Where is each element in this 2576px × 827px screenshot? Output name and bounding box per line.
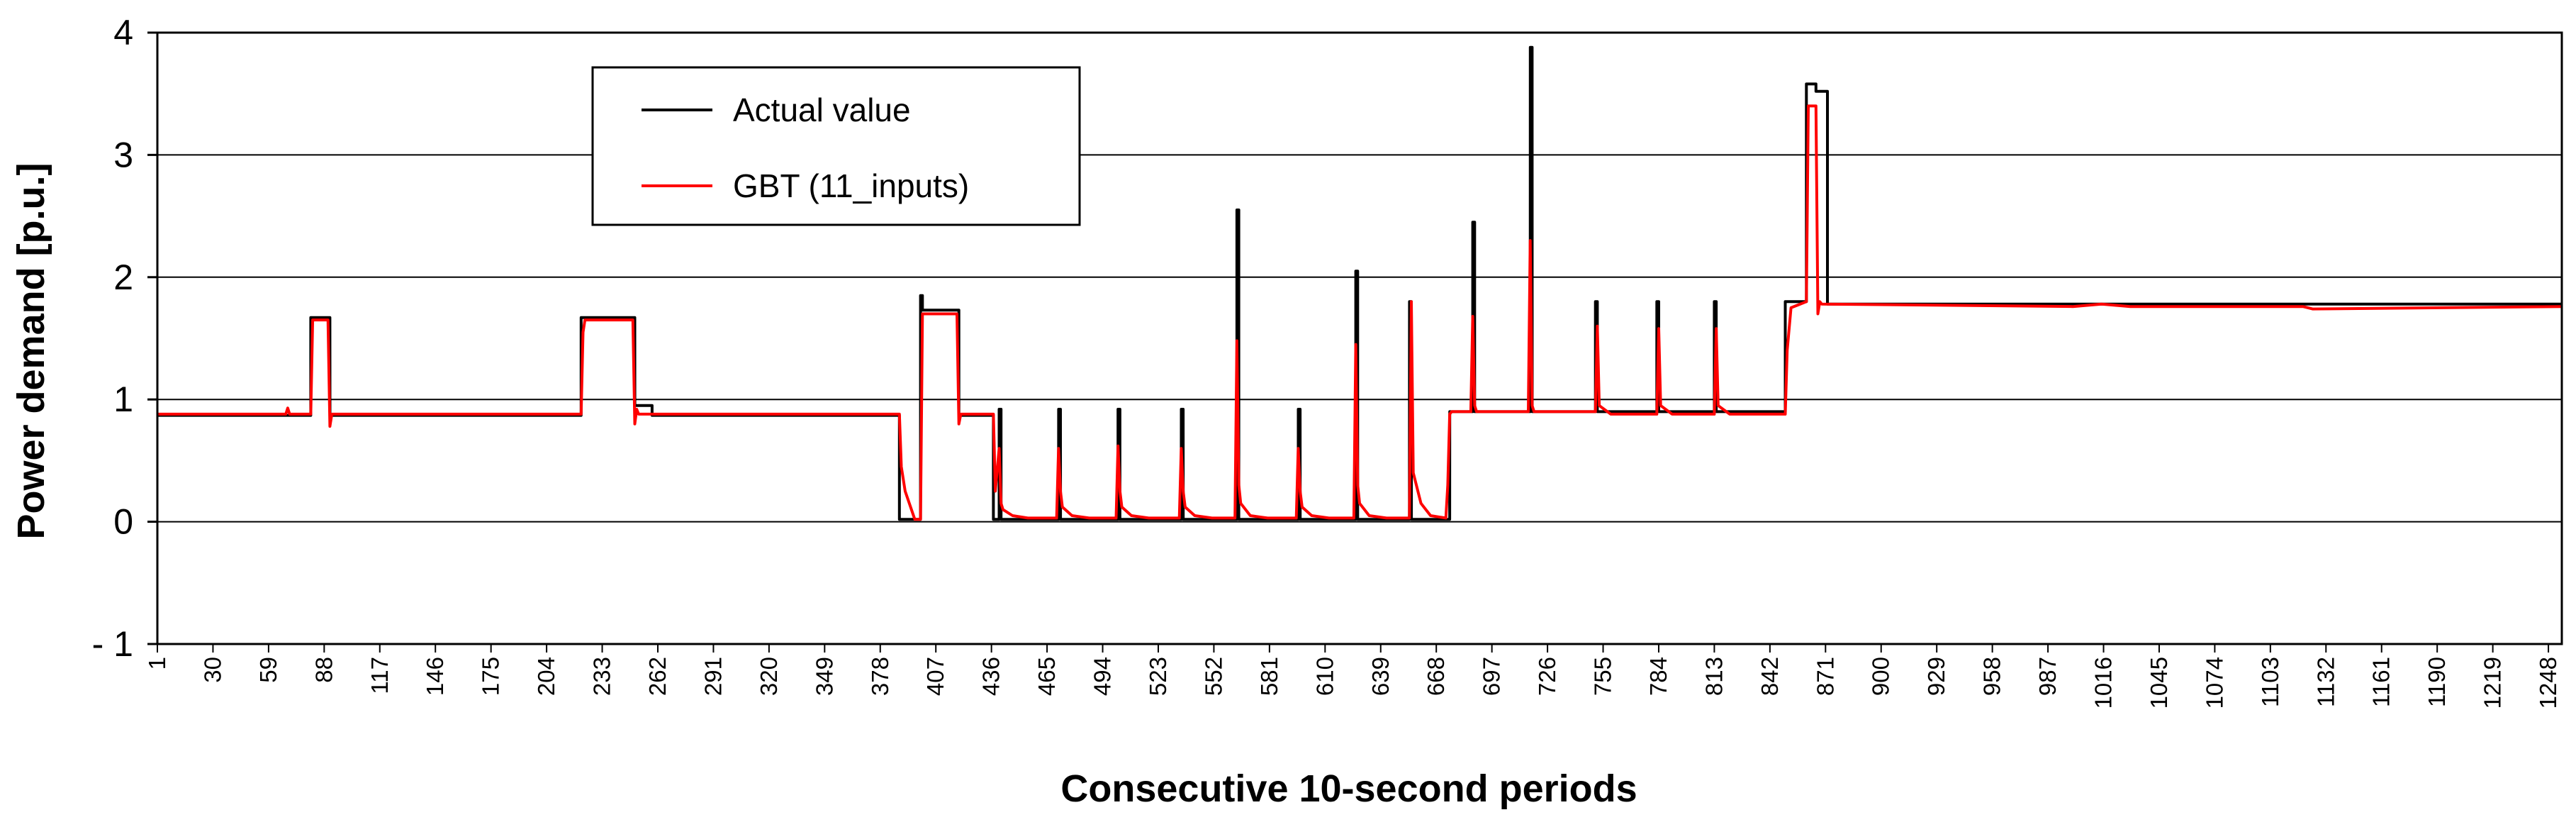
x-tick-label: 407 [922,657,948,696]
x-tick-label: 668 [1423,657,1449,696]
x-tick-label: 117 [366,657,393,694]
x-tick-label: 813 [1701,657,1727,696]
x-tick-label: 1219 [2480,657,2506,709]
x-tick-label: 30 [199,657,225,683]
x-tick-labels: 1 30 59 88 117 146 175 204 233 262 291 320 349 378 407… [144,644,2561,709]
x-tick-label: 871 [1812,657,1838,696]
x-tick-label: 552 [1200,657,1226,696]
y-tick-label: 0 [113,502,133,542]
series-line-gbt [157,104,2563,521]
x-tick-label: 88 [310,657,337,683]
x-tick-label: 1132 [2312,657,2339,707]
x-tick-label: 900 [1868,657,1894,696]
y-tick-label: 4 [113,13,133,52]
x-tick-label: 755 [1590,657,1616,696]
x-tick-label: 175 [478,657,504,696]
legend-box [591,66,1081,226]
x-tick-label: 929 [1923,657,1949,696]
x-tick-label: 1248 [2535,657,2561,709]
legend-label-gbt: GBT (11_inputs) [733,167,969,204]
x-tick-label: 581 [1256,657,1282,696]
x-tick-label: 697 [1479,657,1505,696]
x-tick-label: 436 [978,657,1004,696]
legend-label-actual-value: Actual value [733,91,911,128]
x-tick-label: 1190 [2424,657,2450,707]
x-tick-label: 465 [1034,657,1060,696]
x-tick-label: 291 [700,657,726,696]
y-tick-label: 3 [113,135,133,174]
x-tick-label: 523 [1145,657,1171,696]
x-tick-label: 146 [422,657,448,696]
x-tick-label: 1 [144,657,170,670]
legend: Actual value GBT (11_inputs) [591,66,1081,226]
x-tick-label: 59 [255,657,281,683]
y-tick-label: 2 [113,257,133,297]
x-tick-label: 320 [756,657,782,696]
x-tick-label: 958 [1979,657,2005,696]
x-tick-label: 1016 [2090,657,2117,709]
series-line-actual-value [157,45,2562,521]
x-axis-title: Consecutive 10-second periods [1060,767,1637,810]
x-tick-label: 610 [1311,657,1338,696]
x-tick-label: 262 [644,657,671,696]
x-tick-label: 349 [811,657,837,696]
y-tick-labels: 4 3 2 1 0 - 1 [92,13,157,664]
y-tick-label: - 1 [92,624,133,664]
plot-frame [156,31,2563,645]
x-tick-label: 1161 [2368,657,2395,707]
x-tick-label: 204 [533,657,559,696]
y-axis-title: Power demand [p.u.] [10,162,52,539]
x-tick-label: 1045 [2146,657,2172,709]
grid-lines [157,154,2562,523]
x-tick-label: 639 [1367,657,1394,696]
x-tick-label: 1074 [2201,657,2227,709]
x-tick-label: 784 [1645,657,1671,696]
x-tick-label: 726 [1534,657,1560,696]
series-layer [157,45,2563,521]
y-tick-label: 1 [113,379,133,419]
x-tick-label: 233 [589,657,615,696]
x-tick-label: 842 [1757,657,1783,696]
x-tick-label: 378 [867,657,893,696]
x-tick-label: 1103 [2257,657,2283,707]
x-tick-label: 987 [2034,657,2061,696]
x-tick-label: 494 [1090,657,1116,696]
